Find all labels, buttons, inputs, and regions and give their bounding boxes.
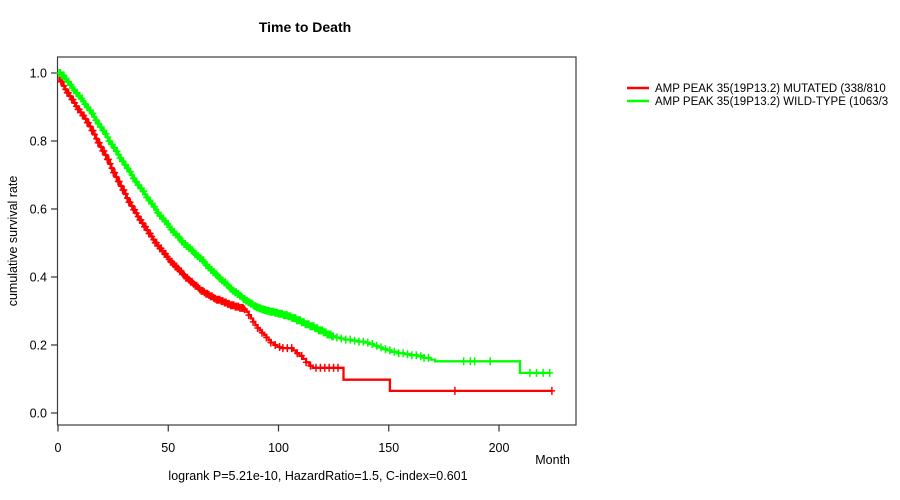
y-tick-label: 1.0 [30, 67, 47, 81]
x-tick-label: 200 [489, 441, 510, 455]
y-tick-label: 0.4 [30, 271, 47, 285]
x-tick-label: 150 [378, 441, 399, 455]
wildtype-curve [58, 71, 551, 375]
y-tick-label: 0.2 [30, 339, 47, 353]
legend-label-mutated: AMP PEAK 35(19P13.2) MUTATED (338/810 [655, 83, 886, 95]
x-tick-label: 0 [55, 441, 62, 455]
chart-title: Time to Death [259, 19, 351, 35]
legend: AMP PEAK 35(19P13.2) MUTATED (338/810 AM… [627, 83, 888, 108]
plot-content: 0 50 100 150 200 1.0 0.8 0.6 0.4 0.2 0.0 [30, 67, 556, 455]
x-tick-label: 50 [161, 441, 175, 455]
stats-footer: logrank P=5.21e-10, HazardRatio=1.5, C-i… [168, 469, 467, 483]
x-tick-label: 100 [268, 441, 289, 455]
legend-label-wildtype: AMP PEAK 35(19P13.2) WILD-TYPE (1063/3 [655, 96, 888, 108]
mutated-curve [58, 71, 552, 393]
mutated-censor-marks [56, 69, 556, 395]
x-axis-label: Month [535, 453, 570, 467]
y-tick-label: 0.0 [30, 407, 47, 421]
wildtype-censor-marks [55, 69, 553, 377]
plot-box [56, 56, 577, 426]
y-tick-label: 0.8 [30, 135, 47, 149]
y-axis-label: cumulative survival rate [6, 176, 20, 307]
y-tick-label: 0.6 [30, 203, 47, 217]
